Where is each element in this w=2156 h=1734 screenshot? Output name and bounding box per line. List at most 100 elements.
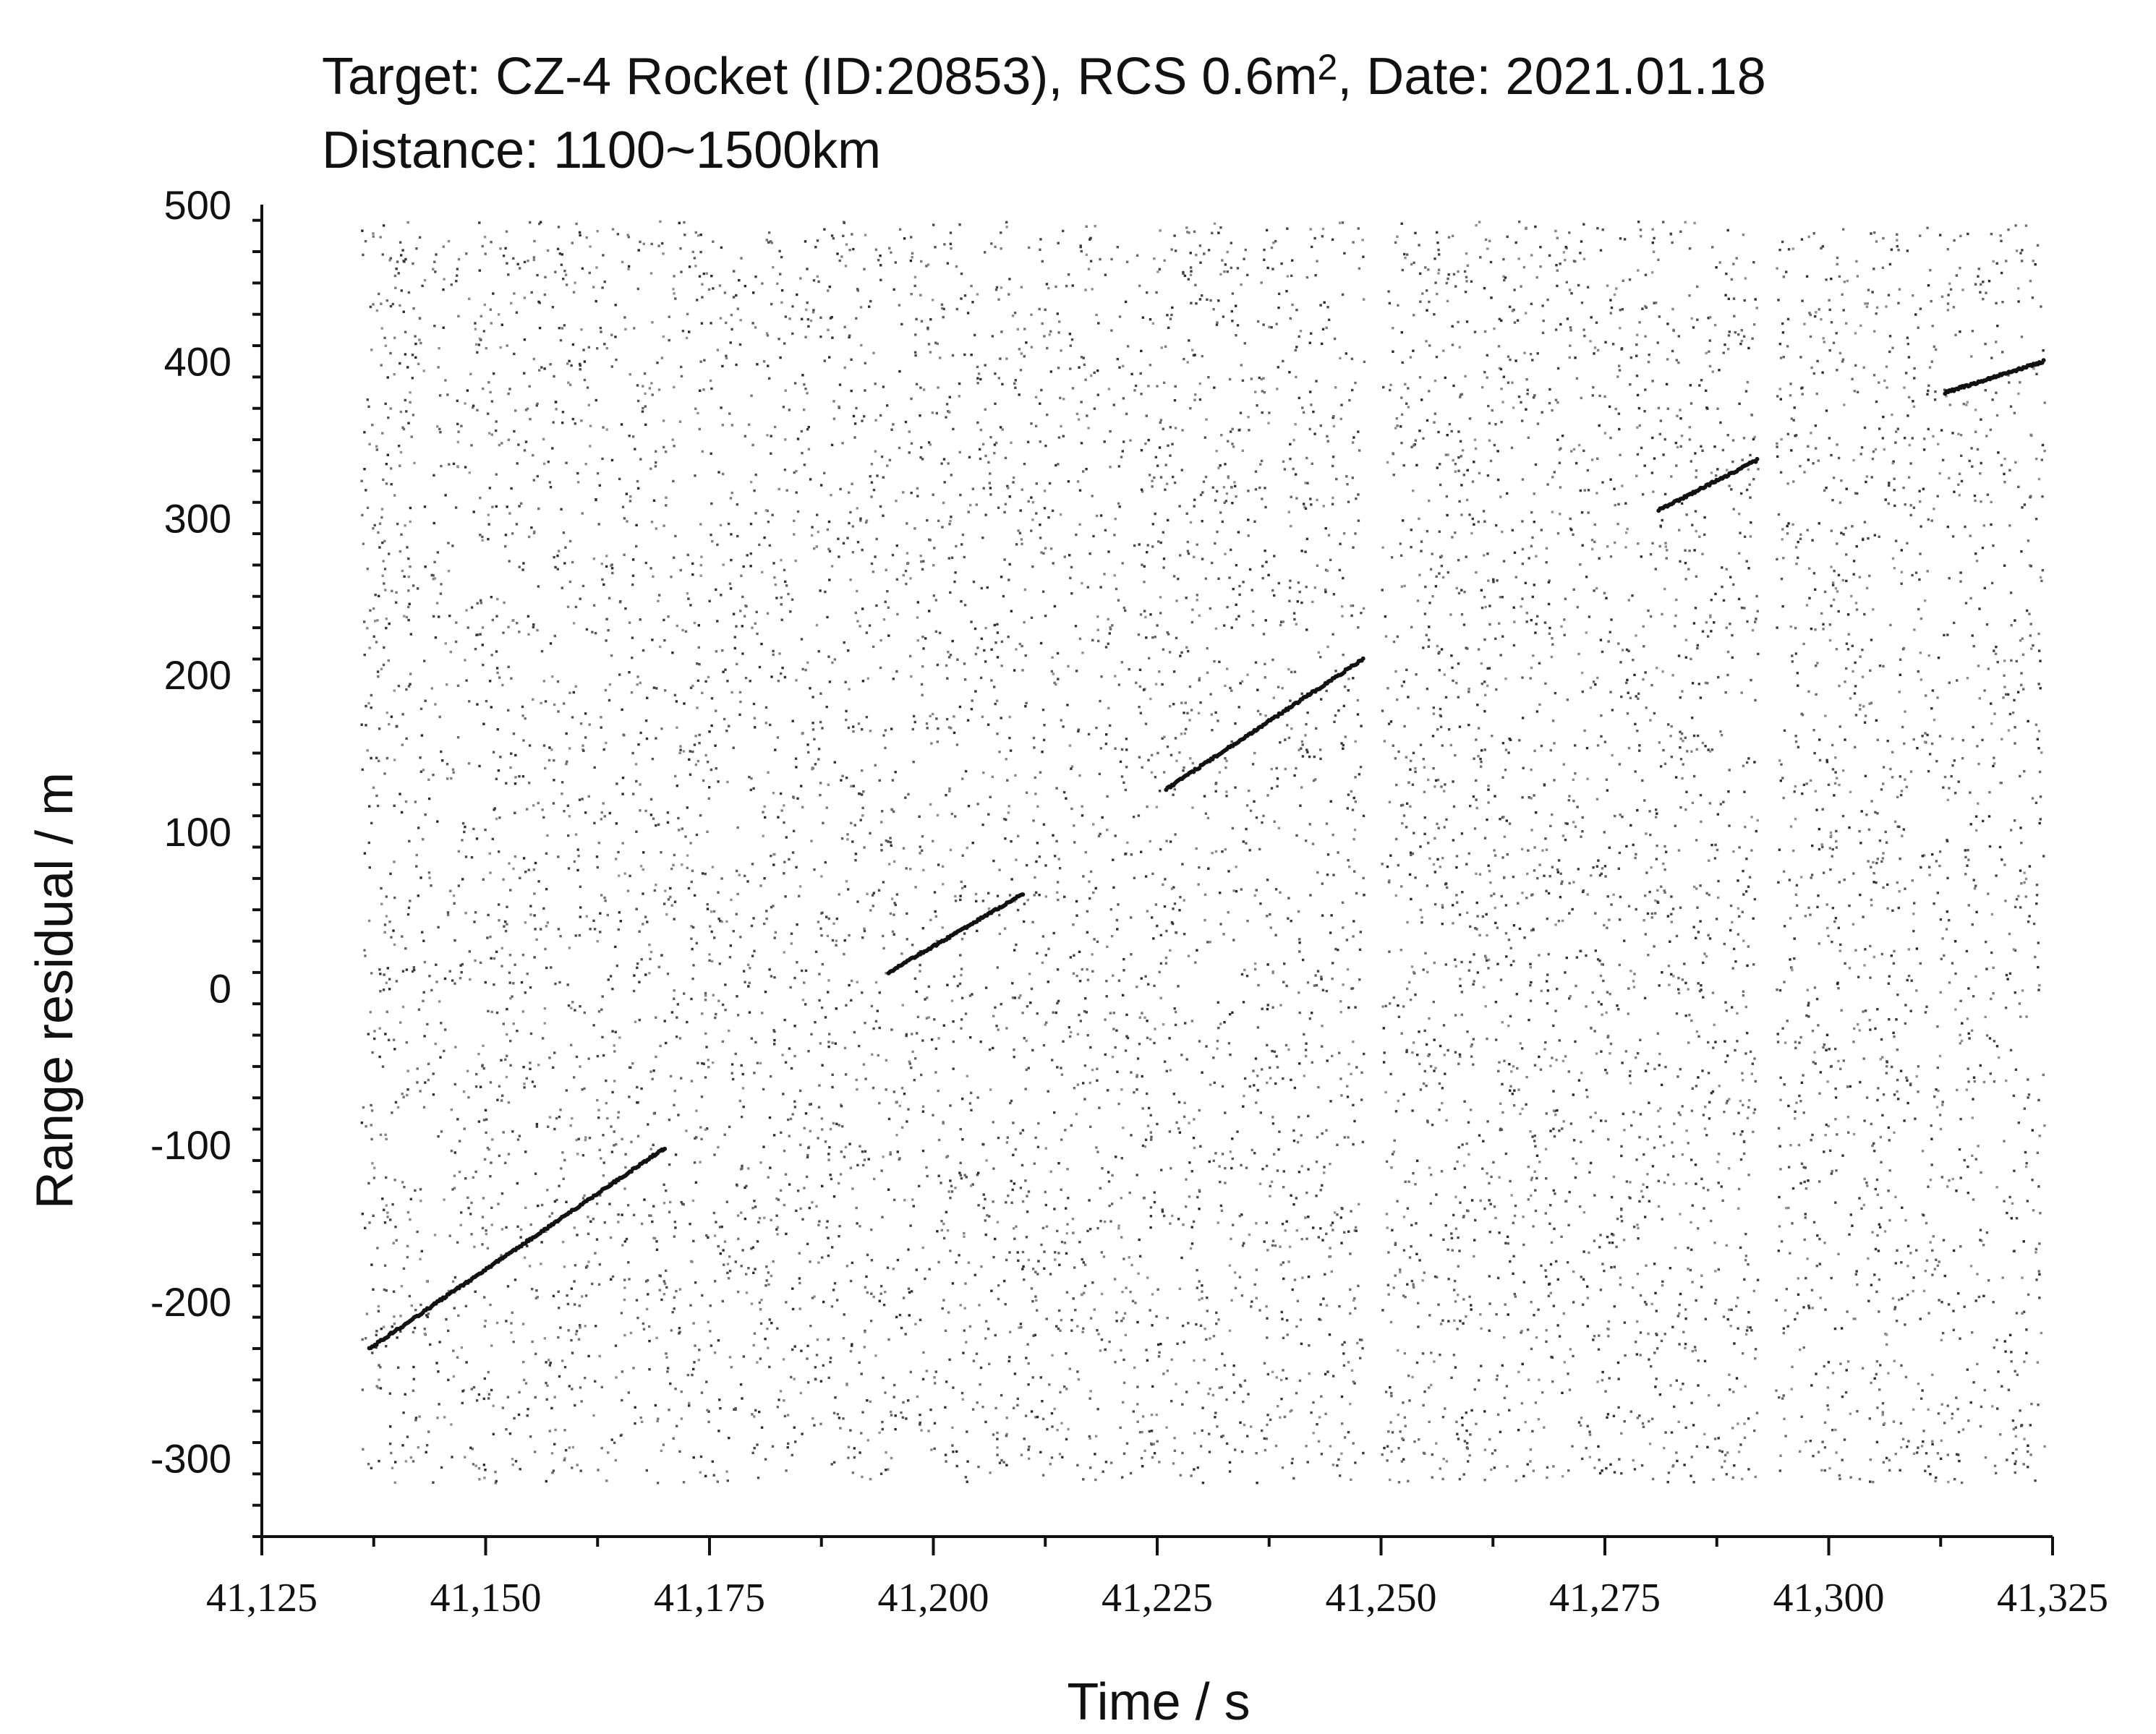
noise-point xyxy=(1342,704,1345,707)
noise-point xyxy=(659,1275,662,1278)
noise-point xyxy=(1229,1053,1232,1056)
noise-point xyxy=(479,961,482,964)
noise-point xyxy=(556,568,559,571)
noise-point xyxy=(1231,320,1234,323)
noise-point xyxy=(1357,519,1360,522)
noise-point xyxy=(555,1116,558,1120)
noise-point xyxy=(1149,364,1152,367)
noise-point xyxy=(891,930,895,934)
noise-point xyxy=(526,973,529,975)
noise-point xyxy=(1281,687,1284,690)
noise-point xyxy=(669,1200,672,1204)
noise-point xyxy=(1232,1364,1235,1367)
noise-point xyxy=(1342,1352,1345,1355)
noise-point xyxy=(1020,1325,1023,1329)
noise-point xyxy=(670,1329,673,1332)
noise-point xyxy=(428,975,431,978)
noise-point xyxy=(467,1096,470,1099)
noise-point xyxy=(1096,393,1099,396)
noise-point xyxy=(545,1361,547,1364)
noise-point xyxy=(1035,482,1038,485)
noise-point xyxy=(1285,1377,1288,1380)
noise-point xyxy=(492,1404,495,1407)
noise-point xyxy=(694,474,696,477)
noise-point xyxy=(796,923,798,926)
noise-point xyxy=(631,636,634,639)
noise-point xyxy=(738,691,742,694)
noise-point xyxy=(673,1103,676,1106)
noise-point xyxy=(1357,626,1360,629)
noise-point xyxy=(924,998,926,1001)
noise-point xyxy=(1168,651,1172,654)
noise-point xyxy=(393,274,397,278)
noise-point xyxy=(412,968,416,972)
noise-point xyxy=(561,1240,565,1244)
noise-point xyxy=(753,1415,756,1418)
noise-point xyxy=(765,1265,768,1268)
noise-point xyxy=(1240,973,1244,976)
noise-point xyxy=(852,725,855,728)
noise-point xyxy=(804,1003,807,1006)
noise-point xyxy=(389,872,392,876)
noise-point xyxy=(408,1294,412,1298)
noise-point xyxy=(428,876,431,879)
noise-point xyxy=(882,881,885,884)
noise-point xyxy=(1083,363,1086,367)
noise-point xyxy=(438,1341,441,1344)
noise-point xyxy=(813,547,816,550)
noise-point xyxy=(1055,787,1058,790)
noise-point xyxy=(418,236,422,239)
noise-point xyxy=(373,1037,376,1041)
noise-point xyxy=(1256,1089,1259,1092)
noise-point xyxy=(993,623,996,627)
noise-point xyxy=(740,257,743,260)
noise-point xyxy=(533,530,536,533)
noise-point xyxy=(1311,600,1314,604)
noise-point xyxy=(804,388,807,390)
noise-point xyxy=(683,702,686,705)
noise-point xyxy=(984,251,987,254)
noise-point xyxy=(663,638,666,642)
noise-point xyxy=(507,438,510,441)
noise-point xyxy=(916,1032,919,1035)
noise-point xyxy=(919,414,921,417)
noise-point xyxy=(740,574,743,577)
noise-point xyxy=(1080,442,1083,445)
noise-point xyxy=(628,671,631,674)
noise-point xyxy=(509,997,512,1000)
noise-point xyxy=(830,443,834,447)
noise-point xyxy=(832,922,835,925)
noise-point xyxy=(1303,1075,1305,1077)
noise-point xyxy=(436,425,439,428)
noise-point xyxy=(682,750,686,753)
noise-point xyxy=(511,1130,514,1133)
noise-point xyxy=(1020,538,1023,541)
noise-point xyxy=(562,531,566,534)
noise-point xyxy=(1315,1161,1318,1163)
noise-point xyxy=(754,1205,757,1208)
noise-point xyxy=(493,957,496,960)
noise-point xyxy=(1049,370,1052,373)
noise-point xyxy=(1034,424,1038,427)
noise-point xyxy=(848,688,851,691)
noise-point xyxy=(752,917,755,920)
noise-point xyxy=(1190,1020,1193,1022)
noise-point xyxy=(1270,1180,1274,1183)
noise-point xyxy=(1183,712,1185,714)
noise-point xyxy=(1298,748,1300,751)
noise-point xyxy=(396,1336,399,1339)
noise-point xyxy=(929,443,932,446)
noise-point xyxy=(1347,678,1350,680)
noise-point xyxy=(692,1322,695,1325)
noise-point xyxy=(574,934,577,937)
noise-point xyxy=(1286,275,1290,278)
noise-point xyxy=(599,931,602,934)
noise-point xyxy=(1340,403,1343,406)
noise-point xyxy=(1013,900,1016,903)
noise-point xyxy=(695,941,698,945)
noise-point xyxy=(557,928,561,931)
noise-point xyxy=(953,715,955,718)
noise-point xyxy=(584,1266,588,1269)
noise-point xyxy=(1338,1051,1341,1054)
noise-point xyxy=(791,598,794,601)
